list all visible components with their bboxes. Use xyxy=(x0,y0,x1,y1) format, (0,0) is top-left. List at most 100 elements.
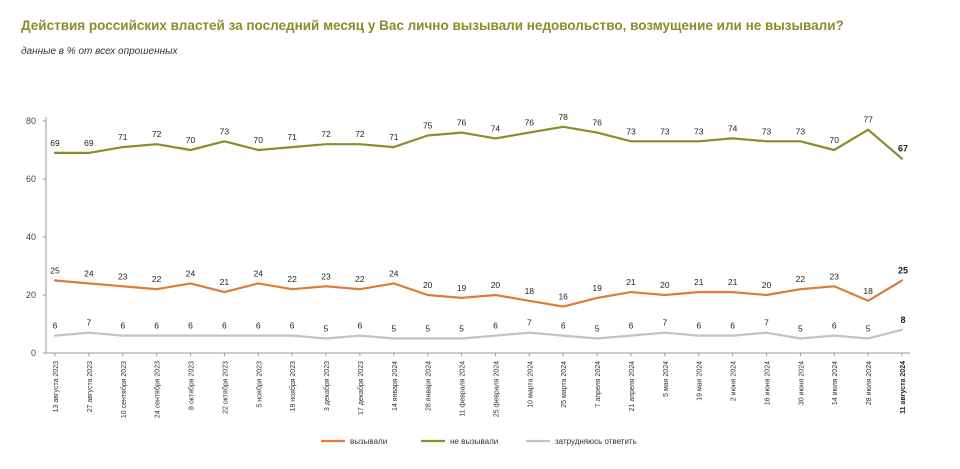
data-label: 70 xyxy=(254,135,264,145)
data-label: 21 xyxy=(626,277,636,287)
x-tick-label: 10 сентября 2023 xyxy=(120,361,128,418)
legend-label-вызывали: вызывали xyxy=(350,437,387,446)
y-tick-label: 60 xyxy=(26,174,36,184)
data-label: 67 xyxy=(898,144,908,154)
data-label: 24 xyxy=(186,268,196,278)
data-label: 70 xyxy=(186,135,196,145)
data-label: 16 xyxy=(558,292,568,302)
data-label: 6 xyxy=(154,321,159,331)
x-tick-label: 19 мая 2024 xyxy=(697,361,704,401)
data-label: 24 xyxy=(254,268,264,278)
data-label: 78 xyxy=(558,112,568,122)
data-label: 72 xyxy=(355,129,365,139)
data-label: 18 xyxy=(525,286,535,296)
x-tick-label: 14 июля 2024 xyxy=(832,361,839,405)
data-label: 5 xyxy=(425,324,430,334)
x-tick-label: 27 августа 2023 xyxy=(87,361,94,412)
chart-title: Действия российских властей за последний… xyxy=(21,18,844,33)
data-label: 70 xyxy=(830,135,840,145)
data-label: 23 xyxy=(118,271,128,281)
data-label: 24 xyxy=(84,268,94,278)
x-tick-label: 5 мая 2024 xyxy=(663,361,670,397)
x-tick-label: 7 апреля 2024 xyxy=(595,361,602,408)
x-tick-label: 2 июня 2024 xyxy=(731,361,738,401)
chart-subtitle: данные в % от всех опрошенных xyxy=(21,46,178,57)
x-tick-label: 16 июня 2024 xyxy=(764,361,771,405)
data-label: 6 xyxy=(256,321,261,331)
x-tick-label: 8 октября 2023 xyxy=(188,361,196,410)
x-tick-label: 19 ноября 2023 xyxy=(289,361,297,412)
data-label: 74 xyxy=(728,123,738,133)
data-label: 6 xyxy=(493,321,498,331)
data-label: 71 xyxy=(118,132,128,142)
data-label: 6 xyxy=(561,321,566,331)
data-label: 20 xyxy=(423,280,433,290)
x-tick-label: 25 февраля 2024 xyxy=(493,361,500,417)
legend-label-затрудняюсь-ответить: затрудняюсь ответить xyxy=(555,437,637,446)
data-label: 5 xyxy=(459,324,464,334)
data-label: 21 xyxy=(220,277,230,287)
data-label: 73 xyxy=(762,126,772,136)
y-tick-label: 0 xyxy=(31,348,36,358)
y-tick-label: 80 xyxy=(26,116,36,126)
data-label: 7 xyxy=(87,318,92,328)
data-label: 77 xyxy=(863,115,873,125)
data-label: 6 xyxy=(222,321,227,331)
data-label: 69 xyxy=(50,138,60,148)
data-label: 6 xyxy=(696,321,701,331)
x-tick-label: 25 марта 2024 xyxy=(561,361,568,408)
data-label: 21 xyxy=(728,277,738,287)
data-label: 8 xyxy=(900,315,905,325)
data-label: 71 xyxy=(389,132,399,142)
data-label: 71 xyxy=(287,132,297,142)
x-tick-label: 28 января 2024 xyxy=(426,361,433,411)
data-label: 69 xyxy=(84,138,94,148)
data-label: 22 xyxy=(796,274,806,284)
data-label: 22 xyxy=(355,274,365,284)
data-label: 72 xyxy=(321,129,331,139)
x-tick-label: 30 июня 2024 xyxy=(798,361,805,405)
x-tick-label: 17 декабря 2023 xyxy=(357,361,365,415)
data-label: 5 xyxy=(324,324,329,334)
data-label: 6 xyxy=(188,321,193,331)
data-label: 19 xyxy=(592,283,602,293)
data-label: 73 xyxy=(694,126,704,136)
y-tick-label: 20 xyxy=(26,290,36,300)
data-label: 6 xyxy=(358,321,363,331)
x-tick-label: 3 декабря 2023 xyxy=(323,361,331,411)
data-label: 6 xyxy=(629,321,634,331)
x-tick-label: 21 апреля 2024 xyxy=(629,361,636,411)
data-label: 5 xyxy=(866,324,871,334)
data-label: 73 xyxy=(626,126,636,136)
data-label: 19 xyxy=(457,283,467,293)
data-label: 76 xyxy=(457,118,467,128)
x-tick-label: 22 октября 2023 xyxy=(221,361,229,414)
legend-label-не-вызывали: не вызывали xyxy=(450,437,498,446)
x-tick-label: 11 февраля 2024 xyxy=(460,361,467,417)
data-label: 73 xyxy=(796,126,806,136)
data-label: 5 xyxy=(798,324,803,334)
data-label: 74 xyxy=(491,123,501,133)
x-tick-label: 24 сентября 2023 xyxy=(154,361,162,418)
data-label: 25 xyxy=(898,266,908,276)
data-label: 21 xyxy=(694,277,704,287)
data-label: 7 xyxy=(662,318,667,328)
data-label: 22 xyxy=(287,274,297,284)
data-label: 6 xyxy=(290,321,295,331)
data-label: 6 xyxy=(120,321,125,331)
x-tick-label: 28 июля 2024 xyxy=(866,361,873,405)
data-label: 73 xyxy=(220,126,230,136)
data-label: 6 xyxy=(730,321,735,331)
series-line-не-вызывали xyxy=(53,125,904,160)
x-tick-label: 14 января 2024 xyxy=(392,361,399,411)
x-tick-label: 11 августа 2024 xyxy=(900,361,907,414)
data-label: 76 xyxy=(525,118,535,128)
x-tick-label: 13 августа 2023 xyxy=(53,361,60,412)
data-label: 76 xyxy=(592,118,602,128)
series-line-затрудняюсь-ответить xyxy=(53,328,904,340)
data-label: 24 xyxy=(389,268,399,278)
x-tick-label: 10 марта 2024 xyxy=(527,361,534,408)
data-label: 18 xyxy=(863,286,873,296)
data-label: 20 xyxy=(491,280,501,290)
